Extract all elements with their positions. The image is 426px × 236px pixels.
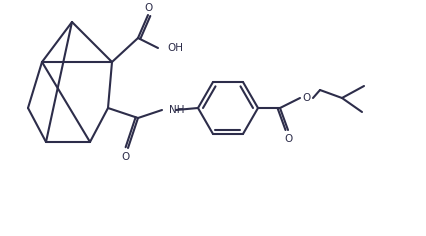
Text: O: O — [284, 134, 292, 144]
Text: O: O — [144, 3, 153, 13]
Text: O: O — [302, 93, 311, 103]
Text: OH: OH — [167, 43, 183, 53]
Text: O: O — [121, 152, 130, 162]
Text: NH: NH — [169, 105, 184, 115]
